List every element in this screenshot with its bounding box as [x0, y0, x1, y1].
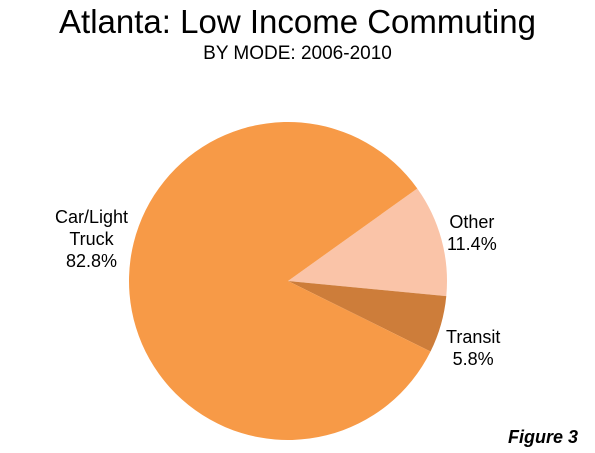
slice-category-transit: Transit [446, 327, 501, 347]
figure-label: Figure 3 [508, 427, 579, 447]
slice-value-car-light-truck: 82.8% [66, 251, 118, 271]
chart-title: Atlanta: Low Income Commuting [59, 3, 536, 40]
slice-label-transit: Transit 5.8% [446, 326, 500, 370]
slice-label-car-light-truck: Car/Light Truck 82.8% [55, 206, 128, 272]
slice-label-other: Other 11.4% [447, 211, 497, 255]
pie-slice-transit [288, 281, 447, 352]
slice-value-transit: 5.8% [452, 349, 494, 369]
slice-value-other: 11.4% [447, 234, 497, 254]
slice-category-other: Other [449, 212, 495, 232]
pie-slice-other [288, 188, 447, 297]
slice-category-car-light-truck-line2: Truck [69, 229, 114, 249]
chart-subtitle: BY MODE: 2006-2010 [203, 43, 392, 64]
pie-slice-car-light-truck [129, 122, 431, 441]
slice-category-car-light-truck-line1: Car/Light [55, 207, 129, 227]
